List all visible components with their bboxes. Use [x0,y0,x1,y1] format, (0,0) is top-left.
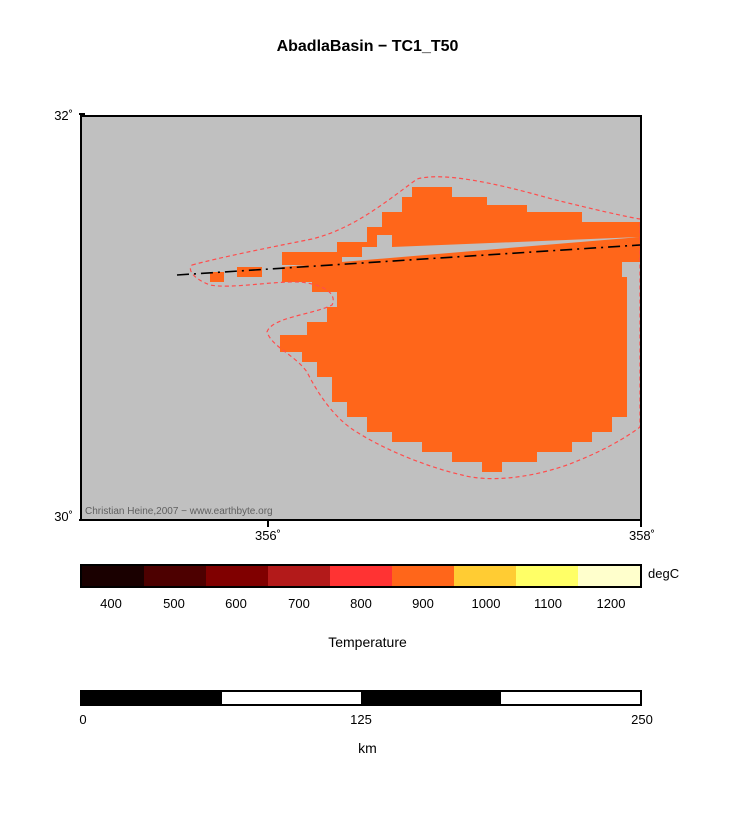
cb-tick-600: 600 [211,596,261,611]
map-attribution: Christian Heine,2007 − www.earthbyte.org [82,505,276,518]
figure-title: AbadlaBasin − TC1_T50 [0,38,735,56]
cb-tick-900: 900 [398,596,448,611]
cb-tick-500: 500 [149,596,199,611]
sb-tick-125: 125 [336,712,386,727]
y-tick-32: 32˚ [13,108,73,123]
cb-tick-1200: 1200 [586,596,636,611]
cb-seg-5 [392,566,454,586]
scalebar-title: km [0,740,735,756]
map-svg [82,117,640,519]
sb-seg-3 [501,692,641,704]
xtick-mark-358 [640,521,642,527]
figure-container: AbadlaBasin − TC1_T50 32˚ 30˚ Christian … [0,0,735,814]
map-plot-area [80,115,642,521]
xtick-mark-356 [267,521,269,527]
x-tick-358: 358˚ [612,528,672,543]
cb-seg-8 [578,566,640,586]
cb-tick-1100: 1100 [523,596,573,611]
cb-tick-400: 400 [86,596,136,611]
ytick-mark-top [79,113,85,115]
basin-fill [210,187,640,472]
sb-seg-0 [82,692,222,704]
temperature-colorbar [80,564,642,588]
cb-seg-0 [82,566,144,586]
y-tick-30: 30˚ [13,509,73,524]
sb-seg-2 [361,692,501,704]
cb-tick-700: 700 [274,596,324,611]
colorbar-unit-label: degC [648,566,679,581]
colorbar-title: Temperature [0,634,735,650]
distance-scalebar [80,690,642,706]
sb-seg-1 [222,692,362,704]
ytick-mark-bot [79,519,85,521]
cb-seg-4 [330,566,392,586]
sb-tick-0: 0 [58,712,108,727]
cb-tick-1000: 1000 [461,596,511,611]
cb-seg-2 [206,566,268,586]
cb-seg-1 [144,566,206,586]
cb-tick-800: 800 [336,596,386,611]
cb-seg-7 [516,566,578,586]
cb-seg-6 [454,566,516,586]
sb-tick-250: 250 [617,712,667,727]
cb-seg-3 [268,566,330,586]
x-tick-356: 356˚ [238,528,298,543]
